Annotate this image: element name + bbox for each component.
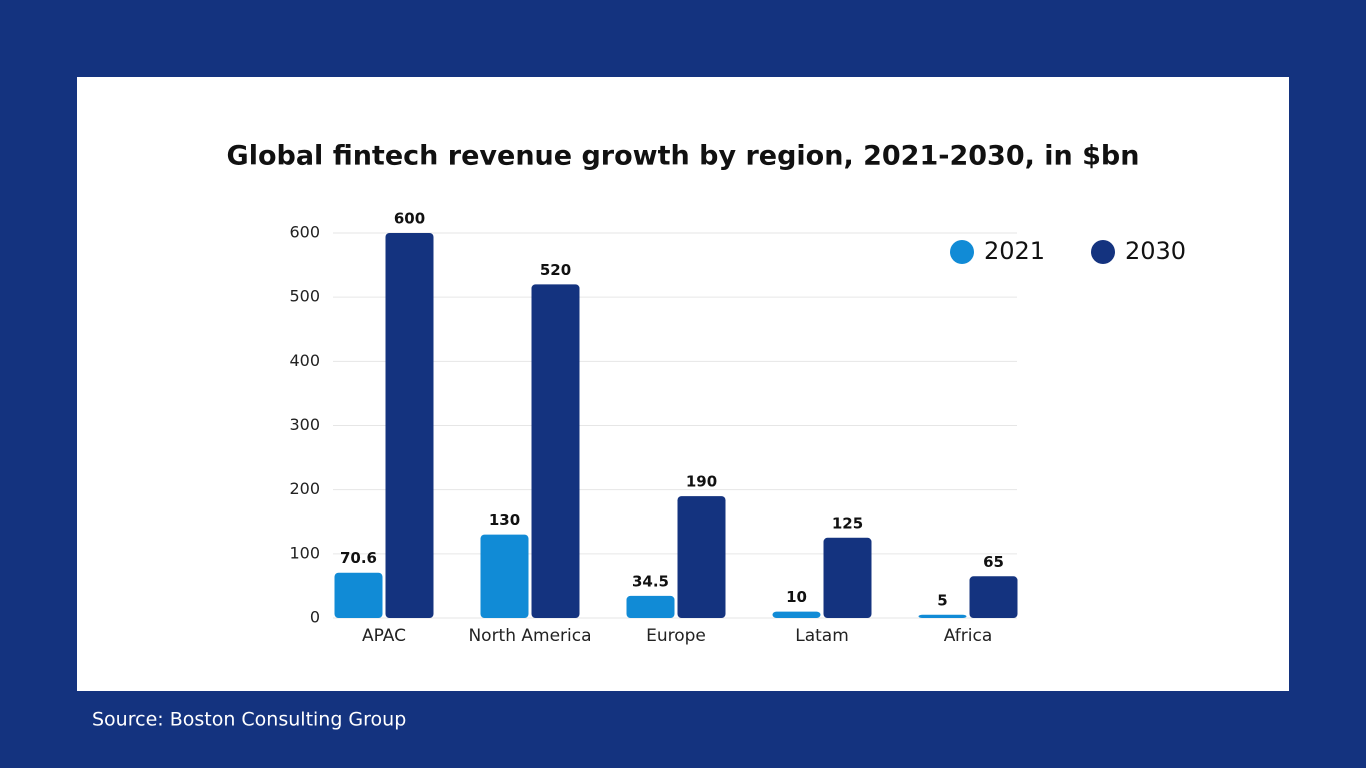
bar	[334, 572, 383, 618]
bar	[626, 595, 675, 618]
data-label: 190	[686, 473, 717, 491]
x-tick-label: APAC	[362, 626, 406, 646]
bar	[823, 537, 872, 618]
y-tick-label: 200	[289, 479, 320, 498]
legend-marker	[950, 240, 974, 264]
data-label: 520	[540, 261, 571, 279]
data-label: 600	[394, 210, 425, 228]
chart-title: Global fintech revenue growth by region,…	[227, 141, 1140, 172]
bar	[969, 576, 1018, 618]
y-tick-label: 100	[289, 543, 320, 562]
x-tick-label: North America	[468, 626, 591, 646]
legend-label: 2021	[984, 237, 1045, 265]
x-tick-label: Latam	[795, 626, 849, 646]
bar	[480, 534, 529, 618]
data-label: 130	[489, 511, 520, 529]
bar	[918, 614, 967, 618]
source-note: Source: Boston Consulting Group	[92, 709, 406, 731]
y-tick-label: 300	[289, 415, 320, 434]
bar	[772, 611, 821, 618]
data-label: 125	[832, 514, 863, 532]
data-label: 65	[983, 553, 1004, 571]
data-label: 34.5	[632, 572, 669, 590]
legend-label: 2030	[1125, 237, 1186, 265]
x-tick-label: Europe	[646, 626, 706, 646]
legend-marker	[1091, 240, 1115, 264]
data-label: 10	[786, 588, 807, 606]
bar	[385, 233, 434, 618]
y-tick-label: 400	[289, 351, 320, 370]
bar	[531, 284, 580, 618]
y-tick-label: 600	[289, 223, 320, 242]
bar	[677, 496, 726, 618]
data-label: 70.6	[340, 549, 377, 567]
data-label: 5	[937, 591, 947, 609]
x-tick-label: Africa	[944, 626, 993, 646]
y-tick-label: 500	[289, 287, 320, 306]
y-tick-label: 0	[310, 608, 320, 627]
